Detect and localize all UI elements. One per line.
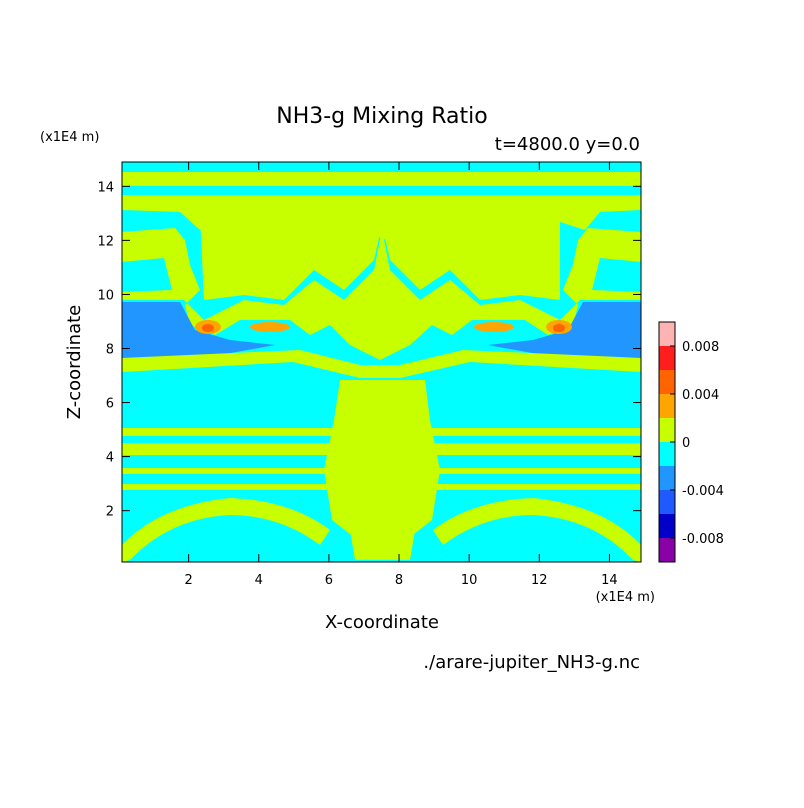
- colorbar-band: [659, 538, 675, 562]
- colorbar-band: [659, 514, 675, 538]
- contour-region: [122, 498, 330, 562]
- x-unit: (x1E4 m): [596, 590, 655, 605]
- colorbar-tick-label: 0: [682, 436, 690, 451]
- source-file: ./arare-jupiter_NH3-g.nc: [423, 652, 640, 673]
- colorbar-band: [659, 442, 675, 466]
- contour-region: [350, 530, 415, 560]
- x-tick-label: 4: [255, 573, 263, 588]
- x-tick-label: 10: [461, 573, 478, 588]
- contour-region: [250, 322, 290, 332]
- colorbar-band: [659, 466, 675, 490]
- x-tick-label: 6: [325, 573, 333, 588]
- colorbar-band: [659, 346, 675, 370]
- colorbar-tick-label: -0.004: [682, 484, 724, 499]
- y-tick-label: 14: [97, 180, 114, 195]
- contour-region: [324, 380, 440, 545]
- contour-region: [488, 302, 641, 372]
- colorbar-band: [659, 370, 675, 394]
- x-tick-label: 8: [395, 573, 403, 588]
- y-axis-label: Z-coordinate: [64, 305, 85, 420]
- colorbar-band: [659, 394, 675, 418]
- x-tick-label: 12: [531, 573, 548, 588]
- y-tick-label: 2: [106, 505, 114, 520]
- x-axis-label: X-coordinate: [325, 612, 439, 633]
- colorbar-band: [659, 418, 675, 442]
- y-tick-label: 12: [97, 234, 114, 249]
- colorbar-tick-label: 0.008: [682, 340, 719, 355]
- y-tick-label: 10: [97, 288, 114, 303]
- contour-region: [474, 322, 514, 332]
- y-unit: (x1E4 m): [40, 130, 99, 145]
- contour-region: [433, 498, 641, 562]
- y-tick-label: 4: [106, 451, 114, 466]
- contour-region: [122, 302, 275, 372]
- contour-region: [122, 350, 641, 378]
- chart-title: NH3-g Mixing Ratio: [276, 104, 488, 129]
- contour-region: [122, 172, 641, 186]
- colorbar-tick-label: 0.004: [682, 388, 719, 403]
- colorbar: -0.008 -0.004 0 0.004 0.008: [658, 321, 724, 563]
- y-tick-label: 6: [106, 397, 114, 412]
- colorbar-tick-label: -0.008: [682, 532, 724, 547]
- plot-frame: [121, 161, 642, 563]
- x-tick-label: 2: [184, 573, 192, 588]
- colorbar-band: [659, 322, 675, 346]
- contour-region: [200, 215, 560, 300]
- chart-subtitle: t=4800.0 y=0.0: [495, 134, 640, 155]
- contour-region: [553, 324, 565, 332]
- x-tick-label: 14: [601, 573, 618, 588]
- contour-region: [122, 228, 641, 360]
- colorbar-band: [659, 490, 675, 514]
- axes: 2 4 6 8 10 12 14 2 4 6 8 10 12 14: [97, 162, 641, 588]
- contour-region: [202, 324, 214, 332]
- contour-field: [122, 162, 641, 562]
- y-tick-label: 8: [106, 342, 114, 357]
